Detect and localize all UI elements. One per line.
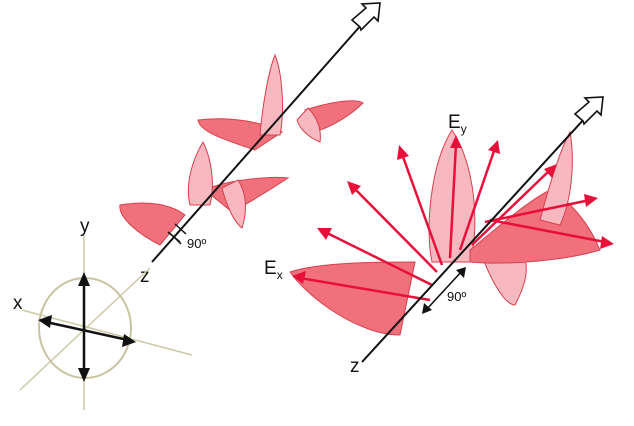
e-arrow-2 [324,230,433,287]
right-upper-light-lobe [539,130,573,226]
e-arrow-4 [400,153,444,266]
right-angle-label: 90º [447,289,466,304]
e-arrow-8 [484,198,591,224]
left-z-label: z [140,266,150,287]
e-arrow-head-2 [317,228,332,240]
left-wave-group: 90º z [119,2,381,287]
right-propagation-axis [361,117,586,363]
hollow-arrow-icon [573,96,604,126]
left-wave-lobe-8 [296,107,321,143]
right-angle-line [425,270,463,311]
e-arrow-head-9 [600,236,614,249]
x-arrow-shaft [45,320,129,342]
ex-label-sub: x [277,268,283,282]
left-wave-lobe-6 [221,179,246,229]
e-arrow-head-7 [544,164,557,178]
left-wave-lobe-5 [187,140,213,206]
ey-label-sub: y [461,122,467,136]
right-angle-head-2 [456,267,466,278]
axes-x-label: x [13,293,23,314]
e-arrow-head-4 [397,145,409,160]
e-arrow-head-5 [450,135,462,148]
e-arrow-5 [448,143,458,259]
left-propagation-axis [151,23,363,263]
right-angle-head-1 [422,303,432,314]
e-arrow-head-3 [347,181,361,195]
left-wave-lobe-2 [204,177,290,213]
x-arrow-head-left [38,315,52,328]
right-ey-lobe [428,129,476,263]
left-angle-tick-2 [174,223,187,235]
y-arrow-head-top [78,272,90,286]
left-wave-lobe-1 [119,202,186,246]
e-arrow-1 [299,276,431,302]
e-arrow-7 [471,169,551,246]
e-arrow-6 [458,147,497,251]
xy-axes-group: x y [13,216,193,410]
e-arrow-head-6 [488,140,500,154]
right-wave-group: 90º Ex Ey z [264,96,614,377]
right-far-dark-lobe [469,189,601,264]
left-angle-label: 90º [187,236,206,251]
e-arrow-head-8 [584,194,598,207]
ey-label-main: E [448,112,461,133]
right-ex-lobe [289,261,416,336]
hollow-arrow-icon [350,2,381,32]
y-arrow-head-bottom [78,368,90,382]
x-arrow-head-right [122,334,136,347]
ex-label-main: E [264,258,277,279]
ex-label: Ex [264,258,283,282]
right-z-label: z [350,356,360,377]
left-angle-arrow [172,235,182,245]
e-arrow-9 [489,218,606,244]
axes-y-label: y [80,216,90,237]
e-arrow-head-1 [292,271,306,284]
left-wave-lobe-4 [304,100,364,131]
e-arrow-3 [353,187,438,273]
left-wave-lobe-7 [259,53,283,136]
e-field-arrows [292,135,614,302]
ey-label: Ey [448,112,467,136]
